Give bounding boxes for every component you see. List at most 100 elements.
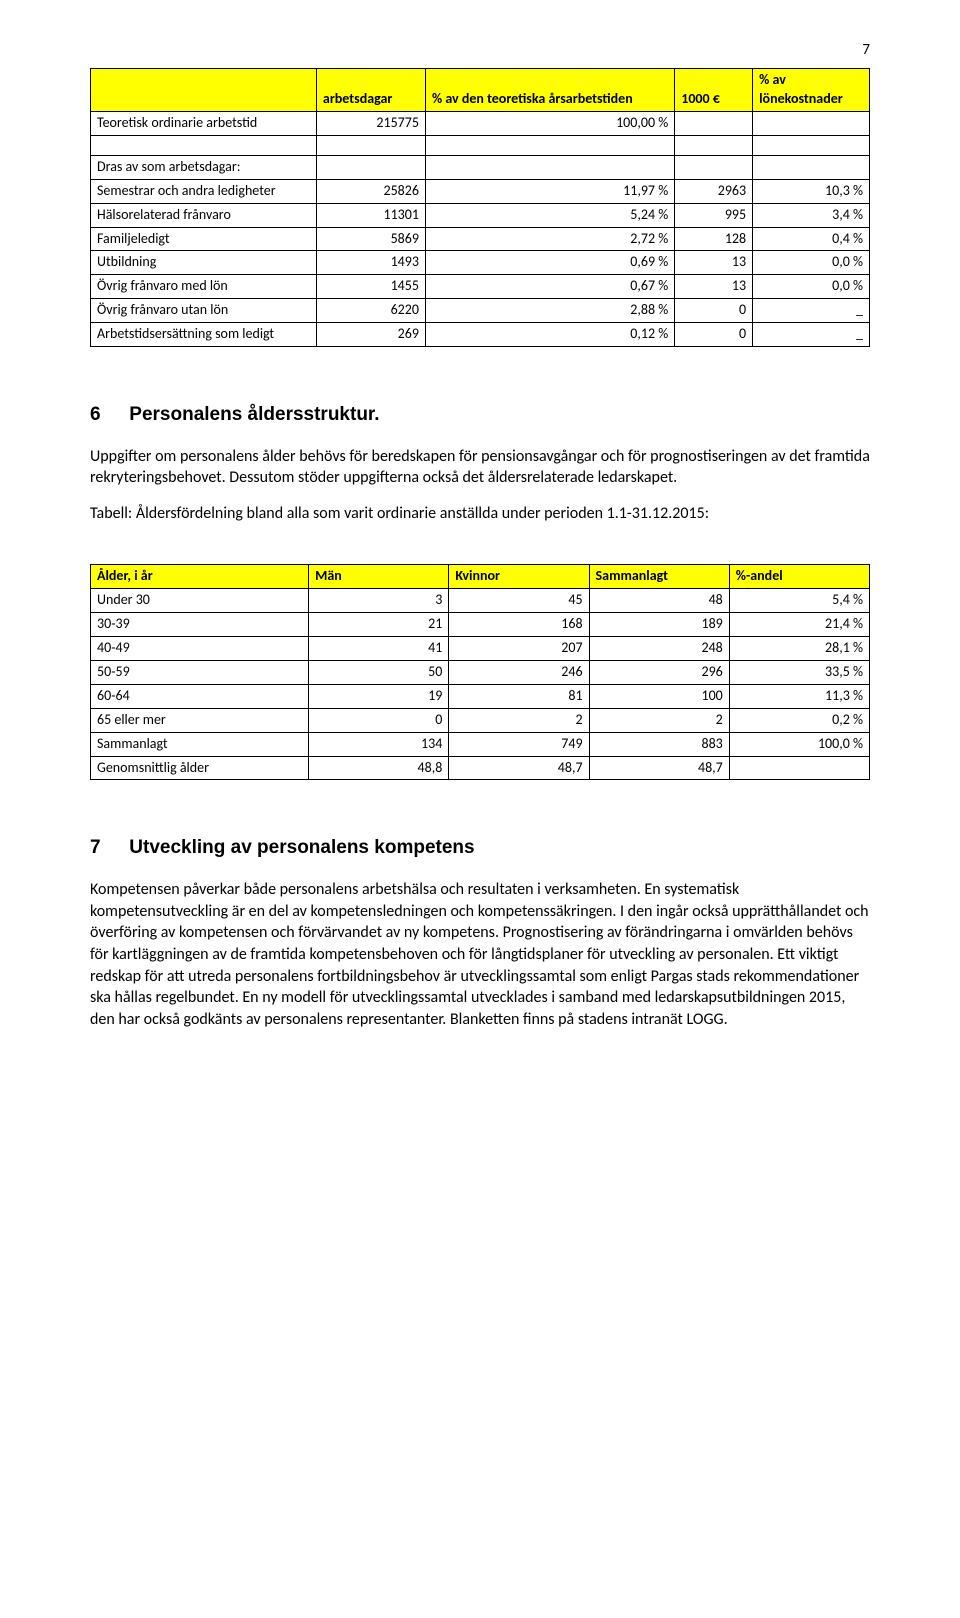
section-7-number: 7 — [90, 835, 124, 861]
table-cell: Sammanlagt — [91, 732, 309, 756]
section-6-para-1: Uppgifter om personalens ålder behövs fö… — [90, 446, 870, 489]
table-row: Hälsorelaterad frånvaro113015,24 %9953,4… — [91, 203, 870, 227]
table-cell: 2963 — [675, 179, 753, 203]
table-cell — [753, 135, 870, 155]
table-cell: 28,1 % — [729, 637, 869, 661]
table-header-cell: %-andel — [729, 565, 869, 589]
table-row: Under 30345485,4 % — [91, 589, 870, 613]
table-cell: 11301 — [316, 203, 425, 227]
table-header-cell: arbetsdagar — [316, 69, 425, 112]
table-cell: 6220 — [316, 299, 425, 323]
table-cell: 128 — [675, 227, 753, 251]
table-cell: Semestrar och andra ledigheter — [91, 179, 317, 203]
table-cell: 995 — [675, 203, 753, 227]
table-cell: Arbetstidsersättning som ledigt — [91, 323, 317, 347]
table-cell — [316, 155, 425, 179]
section-7-para-1: Kompetensen påverkar både personalens ar… — [90, 879, 870, 1030]
table-row: Utbildning14930,69 %130,0 % — [91, 251, 870, 275]
table-cell: 296 — [589, 661, 729, 685]
table-row: Dras av som arbetsdagar: — [91, 155, 870, 179]
table-cell: 215775 — [316, 112, 425, 136]
table-header-cell: 1000 € — [675, 69, 753, 112]
table-cell: 168 — [449, 613, 589, 637]
table-cell: 11,97 % — [425, 179, 674, 203]
table-cell — [675, 112, 753, 136]
table-cell: 11,3 % — [729, 684, 869, 708]
table-row: 40-494120724828,1 % — [91, 637, 870, 661]
table-cell: 21,4 % — [729, 613, 869, 637]
section-7-heading: 7 Utveckling av personalens kompetens — [90, 835, 870, 861]
table-cell: 883 — [589, 732, 729, 756]
table-cell: Hälsorelaterad frånvaro — [91, 203, 317, 227]
table-cell: 5869 — [316, 227, 425, 251]
table-header-cell: Män — [309, 565, 449, 589]
table-row — [91, 135, 870, 155]
table-cell: 0,4 % — [753, 227, 870, 251]
table-cell: 2 — [589, 708, 729, 732]
table-cell: 134 — [309, 732, 449, 756]
table-row: Familjeledigt58692,72 %1280,4 % — [91, 227, 870, 251]
table-row: 65 eller mer0220,2 % — [91, 708, 870, 732]
table-cell: 2,72 % — [425, 227, 674, 251]
table-cell: 100 — [589, 684, 729, 708]
table-cell — [425, 155, 674, 179]
table-cell: 40-49 — [91, 637, 309, 661]
table-cell: 48 — [589, 589, 729, 613]
table-cell: Övrig frånvaro med lön — [91, 275, 317, 299]
table-cell: 5,24 % — [425, 203, 674, 227]
table-cell: 100,00 % — [425, 112, 674, 136]
section-6-para-2: Tabell: Åldersfördelning bland alla som … — [90, 503, 870, 525]
table-cell: 50-59 — [91, 661, 309, 685]
table-cell: _ — [753, 299, 870, 323]
page-number: 7 — [90, 40, 870, 60]
table-row: Genomsnittlig ålder48,848,748,7 — [91, 756, 870, 780]
table-cell: 48,7 — [589, 756, 729, 780]
table-cell: Utbildning — [91, 251, 317, 275]
table-cell: 269 — [316, 323, 425, 347]
table-cell: 1493 — [316, 251, 425, 275]
section-6-number: 6 — [90, 402, 124, 428]
section-6-title: Personalens åldersstruktur. — [129, 404, 379, 425]
table-cell — [675, 155, 753, 179]
table-cell — [316, 135, 425, 155]
table-row: 30-392116818921,4 % — [91, 613, 870, 637]
table-cell: 2 — [449, 708, 589, 732]
table-cell: 749 — [449, 732, 589, 756]
table-cell: 0 — [675, 323, 753, 347]
table-row: Övrig frånvaro med lön14550,67 %130,0 % — [91, 275, 870, 299]
table-cell: Dras av som arbetsdagar: — [91, 155, 317, 179]
table-cell — [425, 135, 674, 155]
table-cell: 246 — [449, 661, 589, 685]
table-cell: Genomsnittlig ålder — [91, 756, 309, 780]
table-cell: 0 — [309, 708, 449, 732]
table-cell: 0,12 % — [425, 323, 674, 347]
table-absence: arbetsdagar% av den teoretiska årsarbets… — [90, 68, 870, 347]
table-cell: 189 — [589, 613, 729, 637]
table-header-cell: Kvinnor — [449, 565, 589, 589]
table-cell: 0,67 % — [425, 275, 674, 299]
table-cell: 248 — [589, 637, 729, 661]
table-cell: _ — [753, 323, 870, 347]
table-row: Arbetstidsersättning som ledigt2690,12 %… — [91, 323, 870, 347]
table-header-cell: Sammanlagt — [589, 565, 729, 589]
table-age-distribution: Ålder, i årMänKvinnorSammanlagt%-andelUn… — [90, 564, 870, 780]
table-cell: Teoretisk ordinarie arbetstid — [91, 112, 317, 136]
table-row: 50-595024629633,5 % — [91, 661, 870, 685]
table-cell: 25826 — [316, 179, 425, 203]
table-header-cell: % av lönekostnader — [753, 69, 870, 112]
table-header-cell: Ålder, i år — [91, 565, 309, 589]
table-cell: 30-39 — [91, 613, 309, 637]
table-cell: 21 — [309, 613, 449, 637]
table-cell: Övrig frånvaro utan lön — [91, 299, 317, 323]
table-cell: 60-64 — [91, 684, 309, 708]
table-cell: Familjeledigt — [91, 227, 317, 251]
table-row: Övrig frånvaro utan lön62202,88 %0_ — [91, 299, 870, 323]
table-cell: 0,69 % — [425, 251, 674, 275]
table-cell: 45 — [449, 589, 589, 613]
table-cell: 2,88 % — [425, 299, 674, 323]
table-cell: 5,4 % — [729, 589, 869, 613]
table-cell: 0,2 % — [729, 708, 869, 732]
table-cell: 65 eller mer — [91, 708, 309, 732]
table-cell — [91, 135, 317, 155]
table-cell: 100,0 % — [729, 732, 869, 756]
